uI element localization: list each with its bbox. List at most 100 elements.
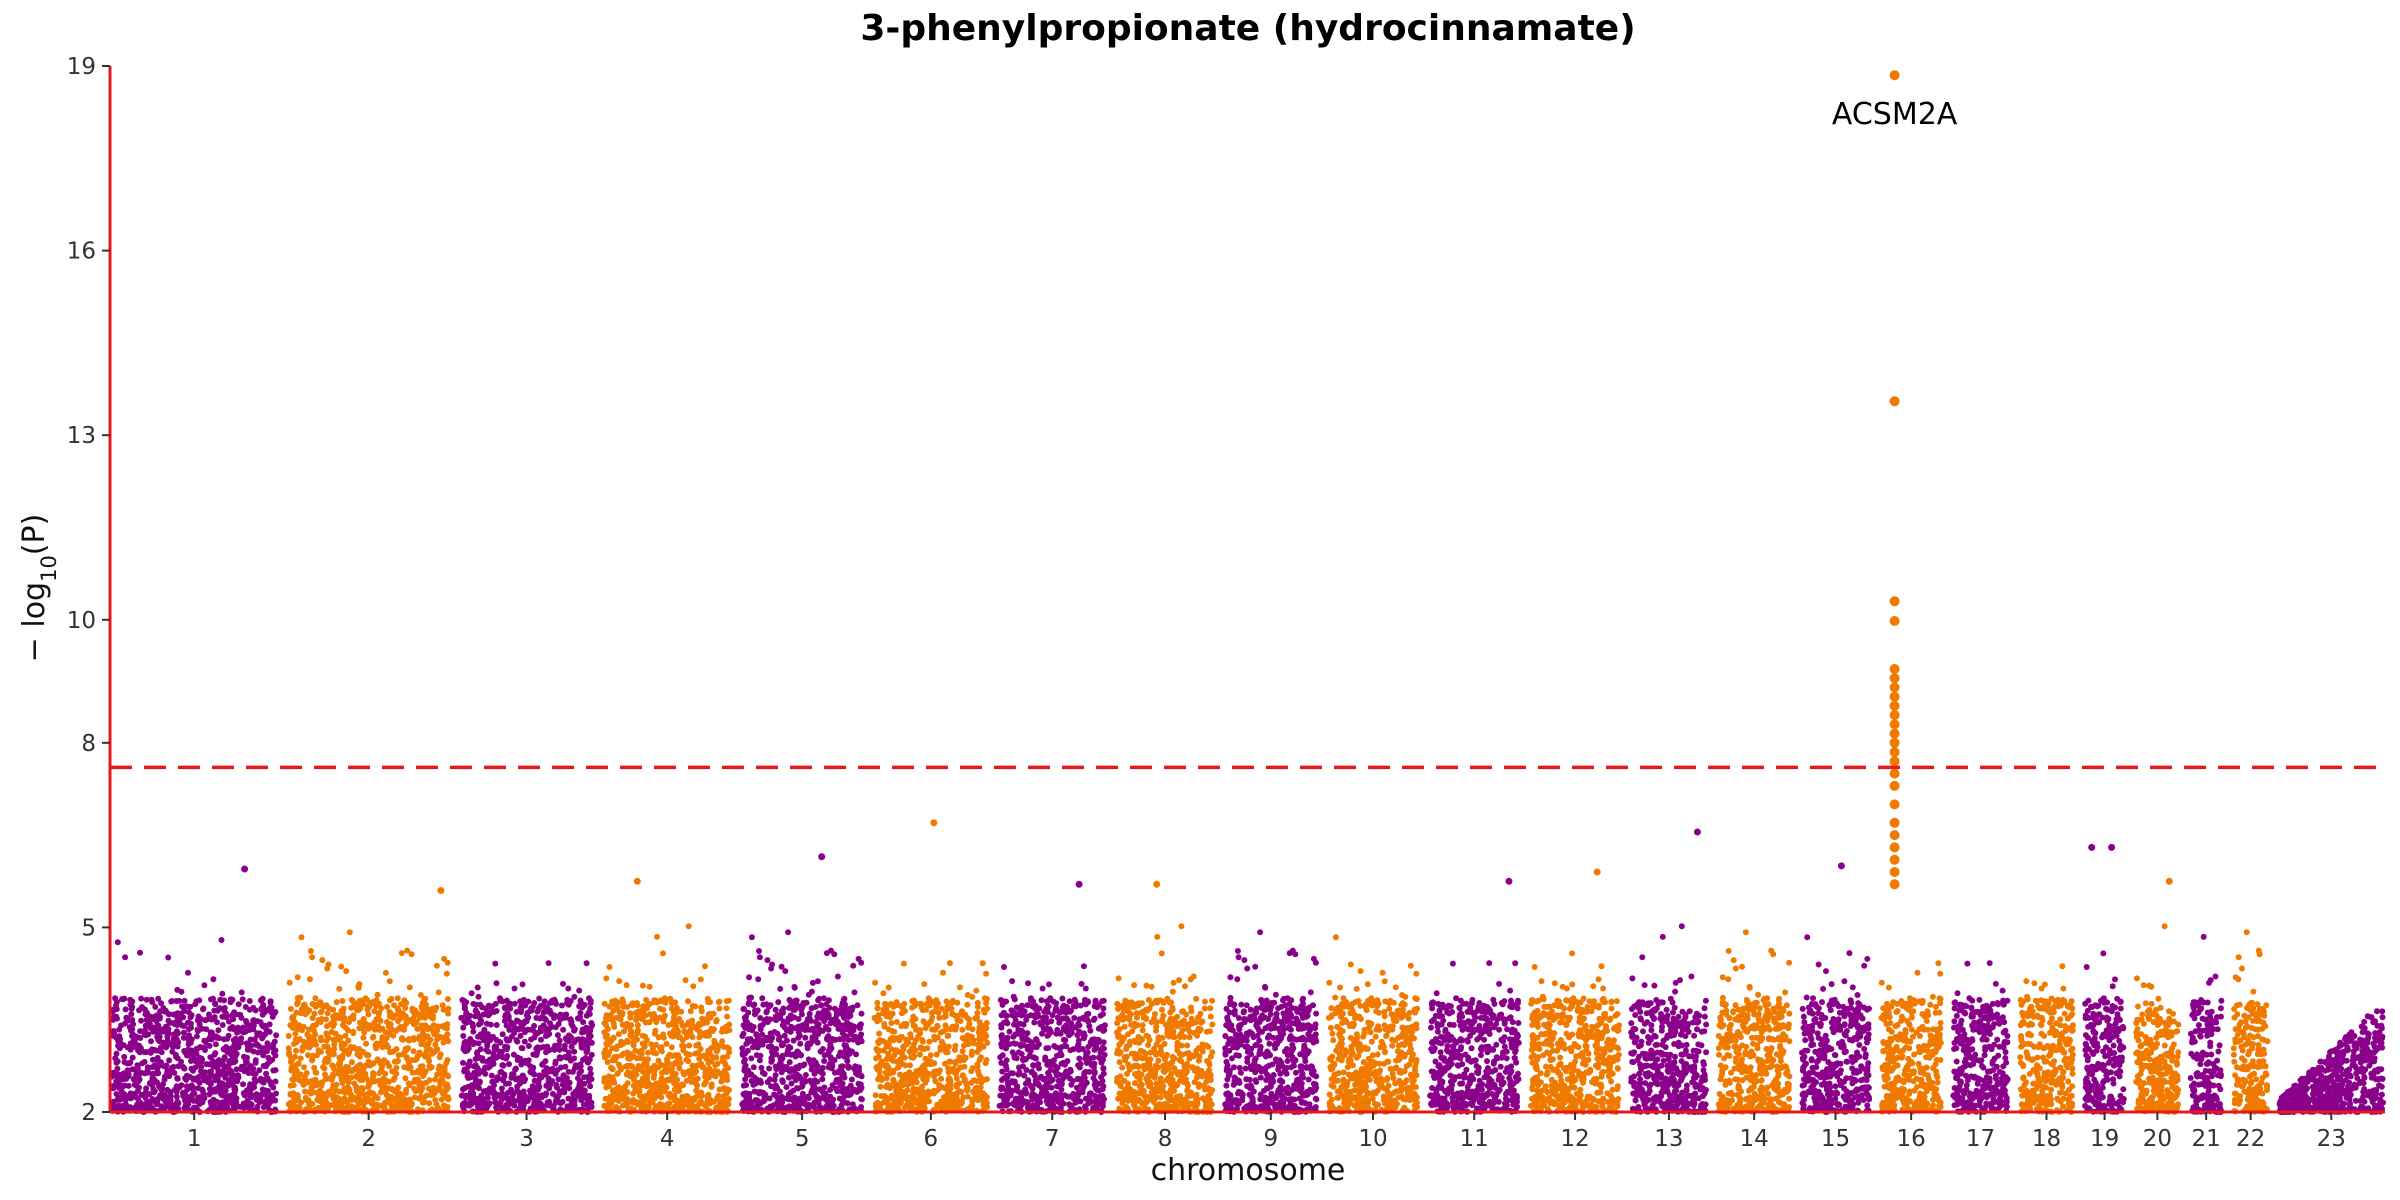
- data-point: [348, 1096, 355, 1103]
- data-point: [242, 1101, 249, 1108]
- data-point: [292, 1030, 299, 1037]
- data-point: [445, 1005, 452, 1012]
- data-point: [872, 979, 879, 986]
- data-point: [238, 1014, 245, 1021]
- data-point: [705, 1047, 712, 1054]
- data-point: [639, 982, 646, 989]
- data-point: [710, 1072, 717, 1079]
- data-point: [193, 1050, 200, 1057]
- data-point: [425, 1040, 432, 1047]
- data-point: [206, 1074, 213, 1081]
- data-point: [811, 1104, 818, 1111]
- data-point: [740, 1099, 747, 1106]
- data-point: [380, 1075, 387, 1082]
- data-point: [661, 1083, 668, 1089]
- data-point: [435, 989, 442, 996]
- data-point: [232, 1053, 239, 1060]
- data-point: [460, 1024, 467, 1031]
- data-point: [719, 1101, 726, 1107]
- data-point: [176, 1084, 183, 1091]
- data-point: [360, 1034, 367, 1041]
- data-point: [660, 1006, 667, 1013]
- data-point: [228, 1099, 234, 1105]
- data-point: [187, 1020, 194, 1027]
- data-point: [571, 1090, 578, 1097]
- data-point: [358, 1085, 365, 1092]
- data-point: [317, 1009, 324, 1016]
- data-point: [577, 1078, 584, 1085]
- data-point: [339, 1072, 346, 1079]
- data-point: [219, 1092, 226, 1099]
- data-point: [353, 1064, 360, 1071]
- data-point: [325, 961, 332, 968]
- data-point: [907, 1031, 914, 1038]
- data-point: [497, 997, 504, 1004]
- data-point: [264, 1044, 271, 1051]
- data-point: [362, 995, 369, 1002]
- data-point: [814, 978, 821, 985]
- data-point: [474, 1049, 481, 1056]
- data-point: [164, 1086, 171, 1093]
- data-point: [233, 1095, 240, 1102]
- data-point: [812, 1003, 819, 1010]
- data-point: [238, 989, 245, 996]
- data-point: [416, 1049, 423, 1056]
- data-point: [332, 1087, 339, 1094]
- data-point: [681, 1023, 688, 1030]
- data-point: [193, 1033, 200, 1040]
- data-point: [756, 948, 762, 954]
- data-point: [403, 1103, 410, 1109]
- data-point: [441, 955, 448, 962]
- data-point: [290, 1082, 297, 1089]
- data-point: [382, 969, 389, 976]
- data-point: [356, 1046, 362, 1052]
- data-point: [921, 1089, 928, 1096]
- data-point: [252, 1079, 258, 1086]
- data-point: [320, 1102, 327, 1109]
- data-point: [431, 1049, 438, 1055]
- data-point: [429, 1015, 436, 1022]
- data-point: [121, 1053, 128, 1060]
- data-point: [461, 1068, 468, 1075]
- data-point: [439, 1023, 446, 1030]
- data-point: [357, 1019, 363, 1026]
- data-point: [312, 995, 319, 1002]
- data-point: [149, 999, 156, 1006]
- data-point: [554, 1032, 561, 1039]
- data-point: [696, 1034, 703, 1041]
- data-point: [828, 1065, 835, 1072]
- data-point: [845, 1025, 852, 1031]
- data-point: [302, 1094, 309, 1101]
- data-point: [502, 1005, 509, 1012]
- data-point: [981, 1009, 988, 1016]
- data-point: [742, 1024, 749, 1031]
- data-point: [506, 1061, 512, 1068]
- data-point: [517, 1032, 524, 1039]
- data-point: [369, 999, 376, 1005]
- data-point: [356, 981, 363, 988]
- data-point: [218, 937, 225, 943]
- data-point: [725, 997, 732, 1004]
- data-point: [655, 1057, 662, 1064]
- data-point: [147, 1049, 154, 1056]
- data-point: [171, 1031, 178, 1038]
- data-point: [660, 1016, 667, 1023]
- data-point: [208, 996, 214, 1003]
- data-point: [979, 1092, 986, 1099]
- data-point: [811, 1079, 817, 1086]
- data-point: [795, 1034, 802, 1041]
- data-point: [944, 1082, 951, 1089]
- data-point: [342, 1089, 349, 1096]
- data-point: [418, 1041, 425, 1048]
- data-point: [350, 1030, 357, 1037]
- data-point: [936, 1085, 943, 1092]
- data-point: [899, 1009, 906, 1015]
- data-point: [374, 1056, 381, 1063]
- data-point: [525, 1043, 532, 1049]
- data-point: [704, 995, 711, 1002]
- data-point: [360, 1016, 367, 1022]
- data-point: [874, 1099, 881, 1106]
- data-points: [109, 70, 2386, 1115]
- data-point: [602, 1095, 609, 1102]
- data-point: [608, 1064, 615, 1071]
